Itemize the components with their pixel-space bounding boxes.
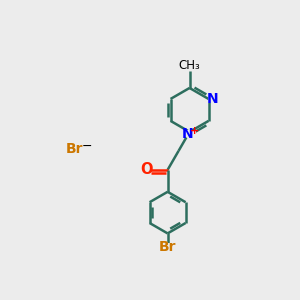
Text: Br: Br <box>65 142 83 156</box>
Text: O: O <box>140 162 152 177</box>
Text: Br: Br <box>159 240 176 254</box>
Text: +: + <box>190 126 199 136</box>
Bar <box>208 95 218 103</box>
Bar <box>183 130 196 139</box>
Bar <box>161 243 174 251</box>
Text: CH₃: CH₃ <box>179 59 200 72</box>
Text: N: N <box>207 92 218 106</box>
Text: N: N <box>182 127 194 141</box>
Bar <box>141 166 151 174</box>
Text: −: − <box>82 140 92 153</box>
